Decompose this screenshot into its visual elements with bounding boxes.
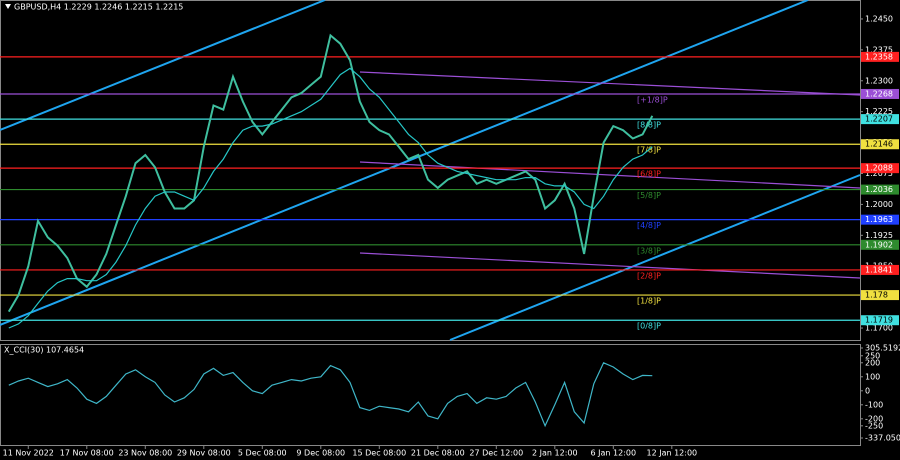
x-tick-label: 21 Dec 08:00 (411, 449, 465, 458)
y-tick-label: -337.0509 (865, 434, 900, 443)
level-tag (861, 88, 899, 99)
murray-label: [3/8]P (637, 246, 661, 255)
level-label: 1.1719 (865, 316, 893, 325)
y-tick-label: 1.2300 (865, 76, 893, 85)
level-tag (861, 214, 899, 225)
main-frame (0, 0, 861, 341)
y-tick-label: 1.2000 (865, 200, 893, 209)
y-tick-label: 0 (865, 386, 870, 395)
level-tag (861, 264, 899, 275)
level-label: 1.1902 (865, 240, 893, 249)
murray-label: [+1/8]P (637, 95, 668, 104)
x-tick-label: 12 Jan 12:00 (646, 449, 697, 458)
series-line (8, 67, 653, 329)
trend-line (359, 71, 861, 96)
level-tag (861, 315, 899, 326)
level-label: 1.178 (865, 291, 888, 300)
y-tick-label: 305.5192 (865, 344, 900, 353)
trend-line (359, 161, 861, 189)
x-tick-label: 23 Nov 08:00 (118, 449, 172, 458)
level-tag (861, 139, 899, 150)
level-label: 1.2358 (865, 52, 893, 61)
x-tick-label: 9 Dec 08:00 (296, 449, 345, 458)
cci-frame (0, 344, 861, 446)
series-line (7, 33, 654, 313)
level-tag (861, 51, 899, 62)
level-tag (861, 184, 899, 195)
channel-line (0, 0, 326, 131)
level-tag (861, 114, 899, 125)
y-tick-label: 100 (865, 372, 880, 381)
x-tick-label: 29 Nov 08:00 (177, 449, 231, 458)
y-tick-label: -200 (865, 414, 883, 423)
y-tick-label: 1.2225 (865, 107, 893, 116)
murray-label: [1/8]P (637, 297, 661, 306)
x-tick-label: 5 Dec 08:00 (238, 449, 287, 458)
trend-line (359, 252, 861, 279)
level-tag (861, 239, 899, 250)
symbol-icon (5, 4, 11, 9)
level-label: 1.2207 (865, 115, 893, 124)
channel-line (0, 0, 809, 326)
chart-title: GBPUSD,H4 1.2229 1.2246 1.2215 1.2215 (14, 3, 183, 12)
cci-title: X_CCI(30) 107.4654 (4, 346, 84, 355)
y-tick-label: 1.1700 (865, 324, 893, 333)
level-label: 1.2146 (865, 140, 893, 149)
y-tick-label: 1.2075 (865, 169, 893, 178)
x-tick-label: 15 Dec 08:00 (352, 449, 406, 458)
y-tick-label: 1.2375 (865, 45, 893, 54)
channel-line (449, 174, 861, 341)
x-tick-label: 2 Jan 12:00 (532, 449, 578, 458)
series-line (8, 362, 653, 428)
x-tick-label: 6 Jan 12:00 (591, 449, 637, 458)
murray-label: [2/8]P (637, 271, 661, 280)
level-label: 1.2268 (865, 89, 893, 98)
x-tick-label: 17 Nov 08:00 (60, 449, 114, 458)
x-tick-label: 11 Nov 2022 (3, 449, 54, 458)
y-tick-label: 1.2450 (865, 14, 893, 23)
level-label: 1.1841 (865, 265, 893, 274)
murray-label: [6/8]P (637, 170, 661, 179)
level-label: 1.1963 (865, 215, 893, 224)
y-tick-label: 200 (865, 358, 880, 367)
y-tick-label: -250 (865, 421, 883, 430)
level-label: 1.2088 (865, 164, 893, 173)
x-tick-label: 27 Dec 12:00 (469, 449, 523, 458)
level-label: 1.2036 (865, 185, 893, 194)
murray-label: [8/8]P (637, 121, 661, 130)
murray-label: [4/8]P (637, 221, 661, 230)
murray-label: [5/8]P (637, 191, 661, 200)
level-tag (861, 290, 899, 301)
murray-label: [0/8]P (637, 322, 661, 331)
y-tick-label: -100 (865, 400, 883, 409)
level-tag (861, 163, 899, 174)
y-tick-label: 1.1925 (865, 231, 893, 240)
y-tick-label: 250 (865, 351, 880, 360)
